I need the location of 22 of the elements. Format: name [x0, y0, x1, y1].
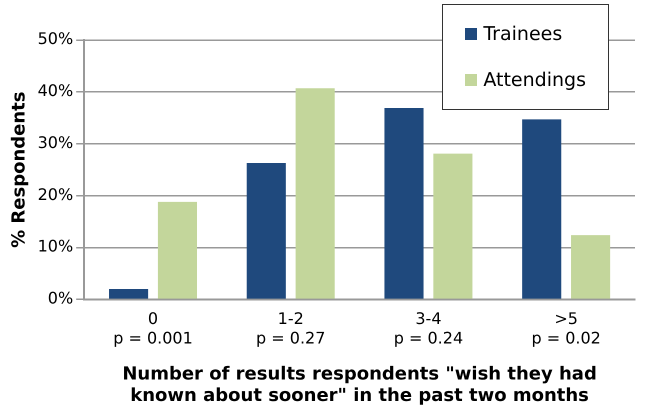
bar [296, 88, 335, 299]
y-tick-label: 0% [48, 288, 74, 308]
legend-label: Attendings [483, 68, 586, 93]
y-tick-label: 20% [38, 184, 74, 204]
x-axis-title: Number of results respondents "wish they had known about sooner" in the past two months [122, 363, 597, 406]
bar [384, 108, 424, 299]
legend-label: Trainees [483, 22, 562, 47]
bar [246, 162, 286, 299]
x-tick-label: 3-4 p = 0.24 [394, 309, 464, 348]
bar [571, 235, 610, 299]
bar [158, 202, 198, 299]
bar [433, 154, 472, 299]
y-tick-label: 50% [38, 29, 74, 48]
x-tick-label: 0 p = 0.001 [113, 309, 193, 348]
y-tick-label: 40% [38, 81, 74, 100]
x-tick-label: >5 p = 0.02 [531, 309, 601, 348]
y-axis-title: % Respondents [8, 92, 30, 248]
bar [522, 119, 562, 299]
bar [109, 289, 148, 299]
y-tick-label: 30% [38, 132, 74, 152]
x-tick-label: 1-2 p = 0.27 [256, 309, 326, 348]
y-tick-label: 10% [38, 236, 74, 256]
